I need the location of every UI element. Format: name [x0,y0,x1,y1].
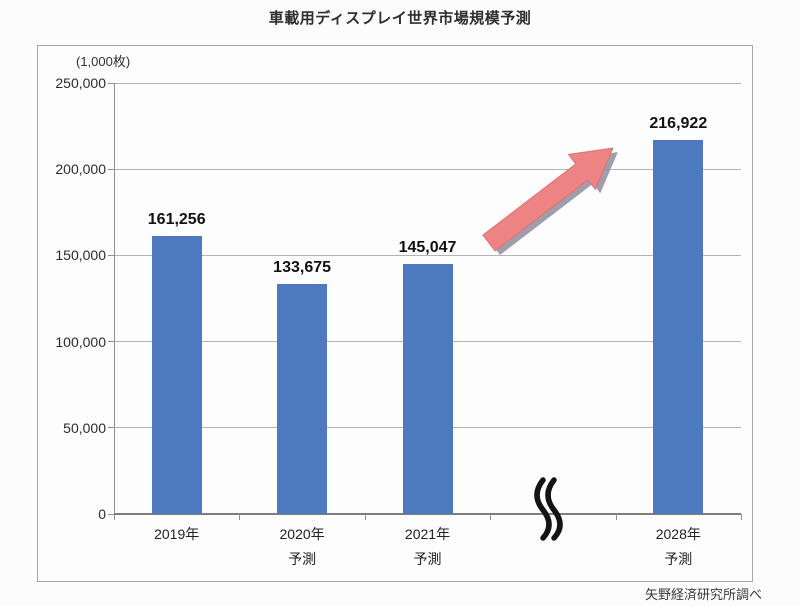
x-category-label: 2019年 [154,526,200,542]
y-tick-mark [108,427,114,429]
bar-value-label: 216,922 [649,115,708,133]
x-tick-mark [364,514,366,520]
y-axis-unit-label: (1,000枚) [76,54,131,69]
x-category-label: 2021年 [404,526,451,542]
y-tick-label: 150,000 [55,247,106,264]
y-tick-label: 200,000 [55,161,106,178]
bar-value-label: 133,675 [273,258,332,276]
bar [402,263,453,514]
y-tick-label: 250,000 [55,75,106,91]
source-credit: 矢野経済研究所調べ [644,587,762,602]
bar [151,235,202,514]
y-axis [114,83,115,514]
x-category-label: 2020年 [279,526,325,542]
y-gridline [114,82,741,84]
plot-area: 0 50,000 100,000 150,000 200,000 250,000 161,2… [38,46,754,583]
chart-frame: (1,000枚) 0 50,000 100,000 150,000 200,000 250… [37,45,753,582]
y-tick-mark [108,168,114,170]
bar [277,283,328,514]
x-axis [114,513,741,515]
y-tick-mark [108,513,114,515]
y-tick-label: 0 [98,506,106,522]
x-category-label: 予測 [288,551,317,567]
bar-value-label: 161,256 [147,210,206,228]
y-tick-mark [108,254,114,256]
x-tick-mark [490,514,492,520]
y-gridline [114,168,741,170]
y-tick-mark [108,82,114,84]
bar-value-label: 145,047 [398,238,457,256]
x-tick-mark [741,514,742,520]
x-tick-mark [615,514,617,520]
y-tick-label: 50,000 [63,419,106,436]
x-tick-mark [114,514,115,520]
x-category-label: 2028年 [655,526,701,542]
x-category-label: 予測 [664,551,693,567]
chart-title: 車載用ディスプレイ世界市場規模予測 [268,10,532,27]
y-tick-mark [108,341,114,343]
x-category-label: 予測 [413,551,442,567]
x-tick-mark [239,514,241,520]
y-gridline [114,254,741,256]
y-tick-label: 100,000 [55,333,106,350]
bar [653,140,704,514]
